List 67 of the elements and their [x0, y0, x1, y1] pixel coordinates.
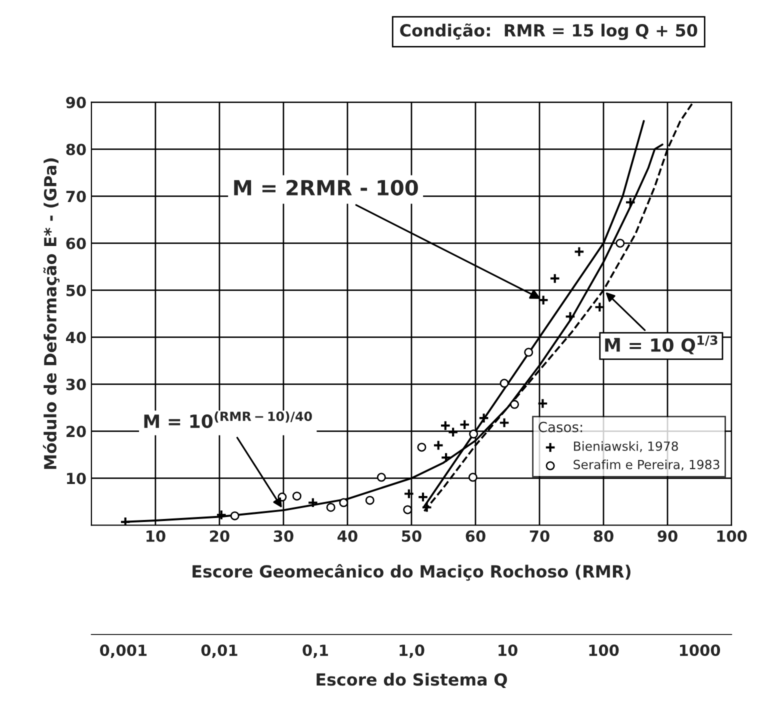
point: [216, 509, 227, 520]
x-tick-label: 100: [717, 530, 747, 542]
y-tick-label: 10: [67, 472, 86, 484]
y-tick-label: 90: [66, 96, 86, 108]
x-tick-label: 40: [338, 530, 358, 542]
point: [403, 505, 412, 514]
x2-tick-label: 1000: [680, 644, 720, 656]
legend-title: Casos:: [538, 422, 582, 432]
annotation: M = 2RMR - 100: [234, 180, 418, 196]
point: [339, 498, 348, 508]
x-tick-label: 20: [210, 530, 230, 542]
point: [459, 419, 470, 430]
legend-label: Bieniawski, 1978: [574, 441, 678, 452]
x2-tick-label: 0,1: [302, 644, 328, 658]
legend-label: Serafim e Pereira, 1983: [574, 460, 720, 471]
x-tick-label: 50: [402, 530, 422, 542]
x-tick-label: 80: [594, 530, 614, 542]
point: [469, 430, 478, 439]
x2-tick-label: 0,01: [201, 644, 238, 658]
x-tick-label: 90: [658, 530, 678, 542]
y-tick-label: 70: [66, 190, 86, 202]
y-tick-label: 30: [66, 378, 86, 390]
x-tick-label: 10: [146, 530, 166, 542]
point: [432, 440, 444, 451]
x2-tick-label: 0,001: [100, 644, 147, 658]
x2-axis-title: Escore do Sistema Q: [316, 672, 507, 688]
point: [365, 496, 374, 505]
point: [440, 420, 451, 432]
y-tick-label: 60: [66, 238, 86, 250]
annotation: M = 10$^{(RMR−10)/40}$: [144, 411, 312, 428]
y-tick-label: 20: [66, 426, 86, 438]
point: [440, 452, 452, 463]
point: [417, 442, 426, 452]
point: [307, 497, 318, 508]
point: [524, 348, 534, 357]
y-axis-title: Módulo de Deformação E* - (GPa): [42, 158, 60, 469]
point: [376, 472, 386, 482]
point: [624, 196, 636, 208]
point: [230, 511, 240, 520]
point: [537, 398, 548, 409]
point: [510, 400, 520, 409]
point: [574, 246, 585, 258]
text: Condição: RMR = 15 log Q + 50: [400, 23, 698, 40]
y-tick-label: 40: [66, 332, 86, 344]
point: [594, 302, 606, 313]
point: [292, 492, 302, 501]
x2-tick-label: 1,0: [400, 644, 424, 658]
x-tick-label: 70: [530, 530, 550, 542]
x-tick-label: 60: [466, 530, 486, 542]
point: [403, 488, 414, 500]
y-tick-label: 50: [66, 284, 86, 296]
point: [549, 273, 560, 284]
point: [498, 417, 510, 428]
x2-tick-label: 10: [498, 644, 518, 656]
point: [500, 378, 509, 388]
point: [448, 426, 459, 438]
point: [564, 311, 576, 322]
point: [326, 502, 336, 512]
x-axis-title: Escore Geomecânico do Maciço Rochoso (RMR): [192, 564, 630, 581]
point: [468, 472, 478, 482]
point: [616, 238, 625, 248]
y-tick-label: 80: [66, 144, 86, 156]
x-tick-label: 30: [274, 530, 294, 542]
point: [418, 492, 428, 502]
point: [478, 412, 490, 424]
x2-tick-label: 100: [589, 644, 619, 656]
annotation: M̄ = 10 Q$^{1/3}$: [605, 335, 718, 354]
